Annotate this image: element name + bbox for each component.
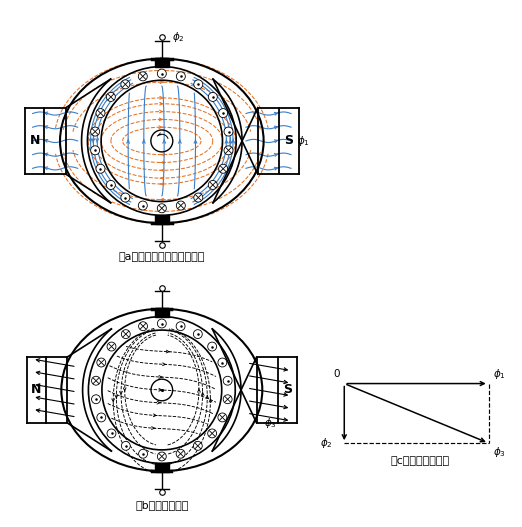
Circle shape <box>97 413 106 422</box>
Circle shape <box>157 319 167 328</box>
Text: N: N <box>29 134 40 148</box>
Circle shape <box>193 442 202 450</box>
Circle shape <box>157 452 167 461</box>
Circle shape <box>223 376 232 385</box>
Text: 0: 0 <box>333 369 340 379</box>
Text: S: S <box>283 384 292 396</box>
Circle shape <box>223 395 232 404</box>
Circle shape <box>122 442 130 450</box>
Text: $\phi_1$: $\phi_1$ <box>493 367 506 381</box>
Bar <box>155 58 169 66</box>
Text: $\phi_3$: $\phi_3$ <box>493 445 506 460</box>
Text: $\phi_3$: $\phi_3$ <box>264 416 277 430</box>
Circle shape <box>122 330 130 338</box>
Circle shape <box>224 146 233 155</box>
Circle shape <box>96 164 105 173</box>
Text: （c）　ベクトル図: （c） ベクトル図 <box>390 456 449 466</box>
Circle shape <box>138 201 147 210</box>
Circle shape <box>138 72 147 81</box>
Bar <box>155 216 169 224</box>
Circle shape <box>91 376 100 385</box>
Circle shape <box>139 322 148 330</box>
Circle shape <box>208 180 217 189</box>
Bar <box>155 308 169 317</box>
Circle shape <box>96 109 105 118</box>
Circle shape <box>157 204 167 213</box>
Circle shape <box>224 127 233 136</box>
Circle shape <box>97 358 106 367</box>
Circle shape <box>176 201 185 210</box>
Text: （a）　磁極と電機子の磁束: （a） 磁極と電機子の磁束 <box>118 252 205 262</box>
Text: $\phi_2$: $\phi_2$ <box>172 30 184 44</box>
Circle shape <box>194 193 203 202</box>
Text: $\phi_2$: $\phi_2$ <box>320 436 333 450</box>
Circle shape <box>208 342 217 351</box>
Circle shape <box>157 69 167 78</box>
Circle shape <box>121 193 130 202</box>
Circle shape <box>176 72 185 81</box>
Bar <box>155 463 169 472</box>
Circle shape <box>208 92 217 101</box>
Circle shape <box>106 180 115 189</box>
Circle shape <box>176 322 185 330</box>
Text: S: S <box>284 134 293 148</box>
Circle shape <box>218 413 227 422</box>
Circle shape <box>121 80 130 89</box>
Circle shape <box>219 164 228 173</box>
Circle shape <box>139 450 148 458</box>
Circle shape <box>91 146 100 155</box>
Circle shape <box>107 429 116 438</box>
Circle shape <box>107 342 116 351</box>
Circle shape <box>219 109 228 118</box>
Circle shape <box>194 80 203 89</box>
Circle shape <box>193 330 202 338</box>
Circle shape <box>91 127 100 136</box>
Circle shape <box>91 395 100 404</box>
Circle shape <box>176 450 185 458</box>
Circle shape <box>106 92 115 101</box>
Text: $\phi_1$: $\phi_1$ <box>297 134 310 148</box>
Circle shape <box>208 429 217 438</box>
Circle shape <box>218 358 227 367</box>
Text: N: N <box>31 384 41 396</box>
Text: （b）　合成磁束: （b） 合成磁束 <box>135 500 188 510</box>
